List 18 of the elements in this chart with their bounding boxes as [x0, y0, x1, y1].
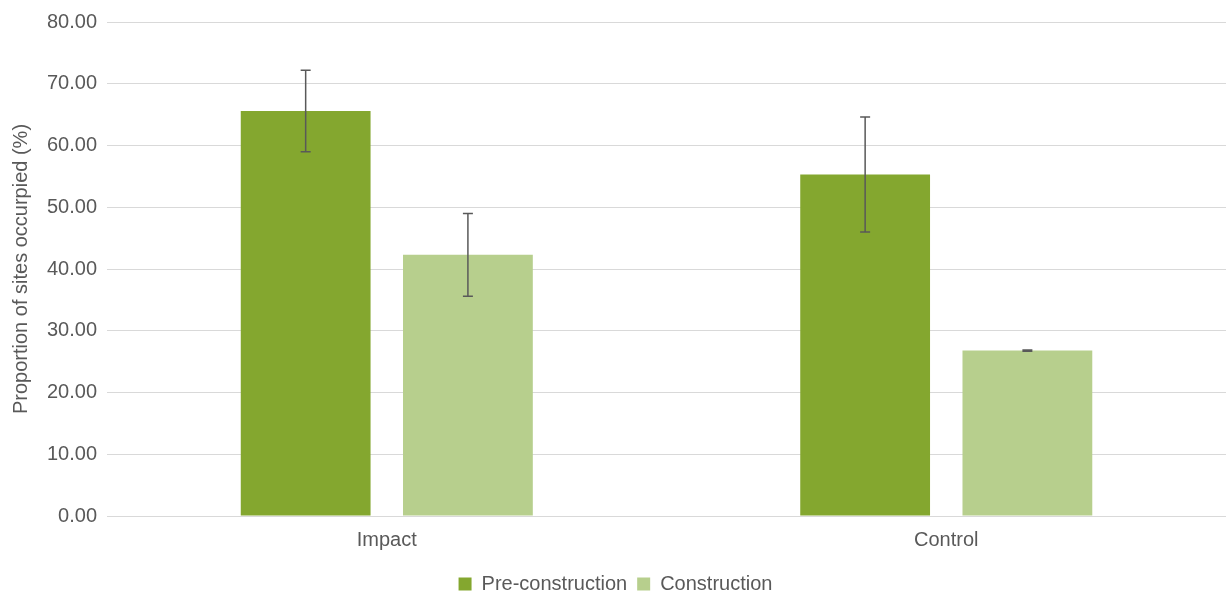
legend-label: Pre-construction [481, 571, 628, 594]
y-tick-label: 50.00 [46, 194, 98, 217]
bar [962, 350, 1093, 516]
y-tick-label: 30.00 [46, 318, 98, 341]
y-tick-label: 0.00 [58, 503, 98, 526]
bar [240, 110, 371, 516]
x-tick-label: Impact [356, 527, 418, 550]
y-tick-label: 20.00 [46, 380, 98, 403]
y-tick-label: 10.00 [46, 441, 98, 464]
y-tick-label: 40.00 [46, 256, 98, 279]
y-tick-label: 60.00 [46, 133, 98, 156]
bar [403, 254, 533, 516]
y-tick-label: 70.00 [46, 71, 98, 94]
bar [800, 174, 931, 516]
x-tick-label: Control [914, 527, 979, 550]
y-axis-title: Proportion of sites occurpied (%) [8, 123, 31, 415]
y-tick-label: 80.00 [46, 9, 98, 32]
legend-label: Construction [660, 571, 773, 594]
